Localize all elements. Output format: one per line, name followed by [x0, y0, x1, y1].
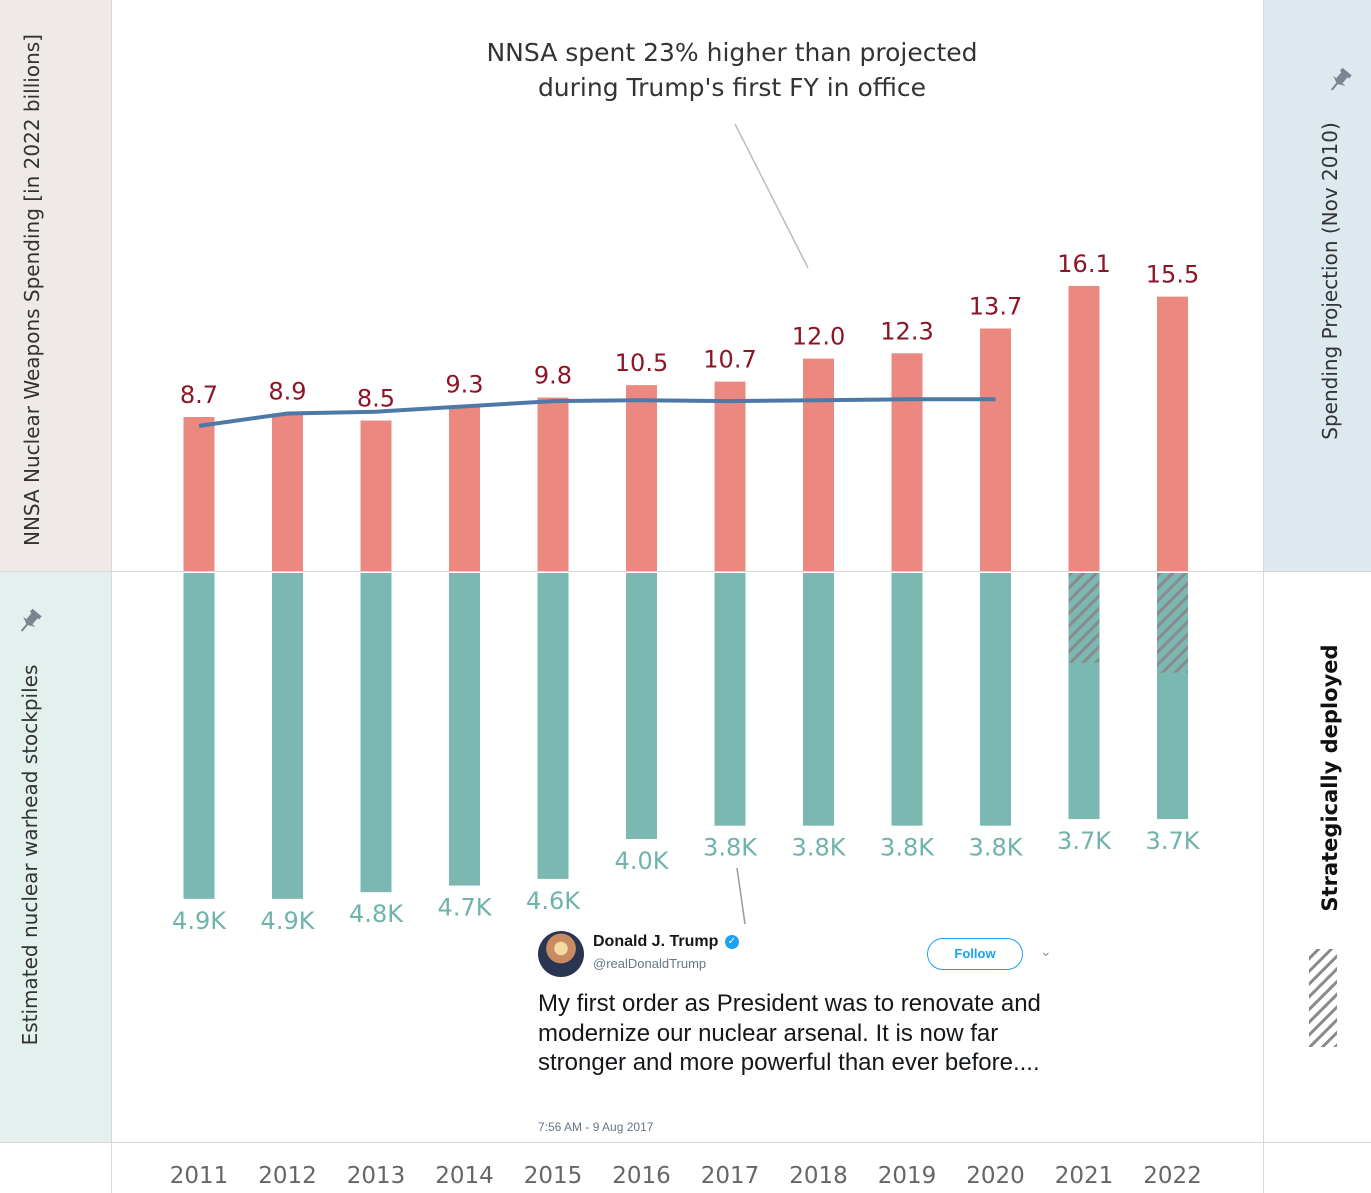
annotation-line-2: during Trump's first FY in office: [538, 73, 926, 102]
stockpile-data-label: 3.7K: [1146, 827, 1201, 855]
x-tick-label: 2012: [258, 1163, 317, 1189]
x-tick-label: 2022: [1143, 1163, 1202, 1189]
stockpile-bar[interactable]: [891, 573, 923, 826]
chevron-down-icon[interactable]: ⌄: [1040, 943, 1052, 959]
spending-bar[interactable]: [803, 358, 834, 571]
stockpile-bar[interactable]: [449, 573, 480, 886]
stockpile-bar[interactable]: [803, 573, 834, 826]
x-tick-label: 2016: [612, 1163, 671, 1189]
stockpile-data-label: 3.8K: [880, 834, 935, 862]
spending-bar[interactable]: [714, 381, 746, 571]
spending-data-label: 13.7: [969, 293, 1022, 321]
deployed-hatch-segment[interactable]: [1068, 573, 1100, 663]
x-tick-label: 2015: [524, 1163, 583, 1189]
deployed-hatch-segment[interactable]: [1157, 573, 1188, 673]
bottom-left-cell: [0, 1143, 112, 1193]
annotation-pointer: [734, 123, 809, 269]
x-tick-label: 2018: [789, 1163, 848, 1189]
spending-bar[interactable]: [272, 413, 303, 571]
spending-data-label: 15.5: [1146, 261, 1199, 289]
x-tick-label: 2019: [878, 1163, 937, 1189]
stockpile-bar[interactable]: [626, 573, 657, 839]
spending-data-label: 9.8: [534, 362, 572, 390]
tweet-author-handle[interactable]: @realDonaldTrump: [593, 956, 707, 971]
x-tick-label: 2014: [435, 1163, 494, 1189]
chart-labels-group: 8.7 4.9K 2011 8.9 4.9K 2012 8.5 4.8K 2013 9.3 4.7K…: [170, 250, 1202, 1189]
bottom-right-cell: [1263, 1143, 1371, 1193]
spending-bar[interactable]: [183, 417, 215, 571]
panel-divider: [0, 571, 1371, 572]
projection-line[interactable]: [198, 397, 996, 428]
spending-bar[interactable]: [449, 406, 480, 571]
annotation-group: NNSA spent 23% higher than projected dur…: [486, 38, 978, 925]
stockpile-data-label: 4.9K: [172, 907, 227, 935]
right-panel-top: [1263, 0, 1371, 571]
spending-data-label: 12.0: [792, 323, 845, 351]
x-tick-label: 2021: [1055, 1163, 1114, 1189]
hatch-legend-swatch: [1309, 949, 1337, 1047]
spending-data-label: 12.3: [880, 317, 933, 345]
tweet-timestamp[interactable]: 7:56 AM - 9 Aug 2017: [538, 1120, 654, 1134]
annotation-line-1: NNSA spent 23% higher than projected: [486, 38, 977, 67]
embedded-tweet[interactable]: Donald J. Trump ✓ @realDonaldTrump Follo…: [520, 925, 1060, 1140]
tweet-author-name[interactable]: Donald J. Trump: [593, 933, 719, 950]
spending-data-label: 8.5: [357, 385, 395, 413]
stockpile-data-label: 4.6K: [526, 887, 581, 915]
tweet-pointer: [736, 867, 746, 925]
stockpile-data-label: 4.7K: [438, 894, 493, 922]
spending-bar[interactable]: [1157, 296, 1188, 571]
spending-data-label: 8.9: [268, 377, 306, 405]
spending-data-label: 10.7: [703, 346, 756, 374]
follow-button[interactable]: Follow: [927, 938, 1023, 970]
pin-icon[interactable]: [1326, 66, 1354, 95]
x-tick-label: 2011: [170, 1163, 229, 1189]
verified-badge-icon: ✓: [725, 935, 739, 949]
spending-bar[interactable]: [537, 397, 569, 571]
spending-bar[interactable]: [360, 420, 392, 571]
x-tick-label: 2020: [966, 1163, 1025, 1189]
spending-data-label: 16.1: [1057, 250, 1110, 278]
stockpile-data-label: 3.7K: [1057, 827, 1112, 855]
stockpile-bar[interactable]: [183, 573, 215, 899]
spending-bar[interactable]: [1068, 286, 1100, 571]
avatar[interactable]: [538, 931, 584, 977]
spending-data-label: 9.3: [445, 370, 483, 398]
stockpile-data-label: 3.8K: [703, 834, 758, 862]
stockpile-data-label: 3.8K: [969, 834, 1024, 862]
spending-bar[interactable]: [626, 385, 657, 571]
stockpile-bar[interactable]: [537, 573, 569, 879]
stockpile-bar[interactable]: [714, 573, 746, 826]
stockpile-data-label: 3.8K: [792, 834, 847, 862]
spending-data-label: 8.7: [180, 381, 218, 409]
spending-data-label: 10.5: [615, 349, 668, 377]
projection-line-group: [198, 397, 996, 428]
spending-bar[interactable]: [980, 328, 1011, 571]
stockpile-bar[interactable]: [272, 573, 303, 899]
stockpile-data-label: 4.0K: [615, 847, 670, 875]
x-tick-label: 2017: [701, 1163, 760, 1189]
stockpile-bar[interactable]: [980, 573, 1011, 826]
left-axis-panel-bottom: [0, 572, 112, 1142]
chart-bars-group: [183, 286, 1188, 899]
x-tick-label: 2013: [347, 1163, 406, 1189]
stockpile-data-label: 4.8K: [349, 900, 404, 928]
stockpile-bar[interactable]: [360, 573, 392, 893]
spending-bar[interactable]: [891, 353, 923, 571]
stockpile-data-label: 4.9K: [261, 907, 316, 935]
pin-icon[interactable]: [16, 607, 44, 636]
tweet-text: My first order as President was to renov…: [538, 990, 1041, 1076]
axis-divider: [0, 1142, 1371, 1143]
left-axis-panel-top: [0, 0, 112, 571]
